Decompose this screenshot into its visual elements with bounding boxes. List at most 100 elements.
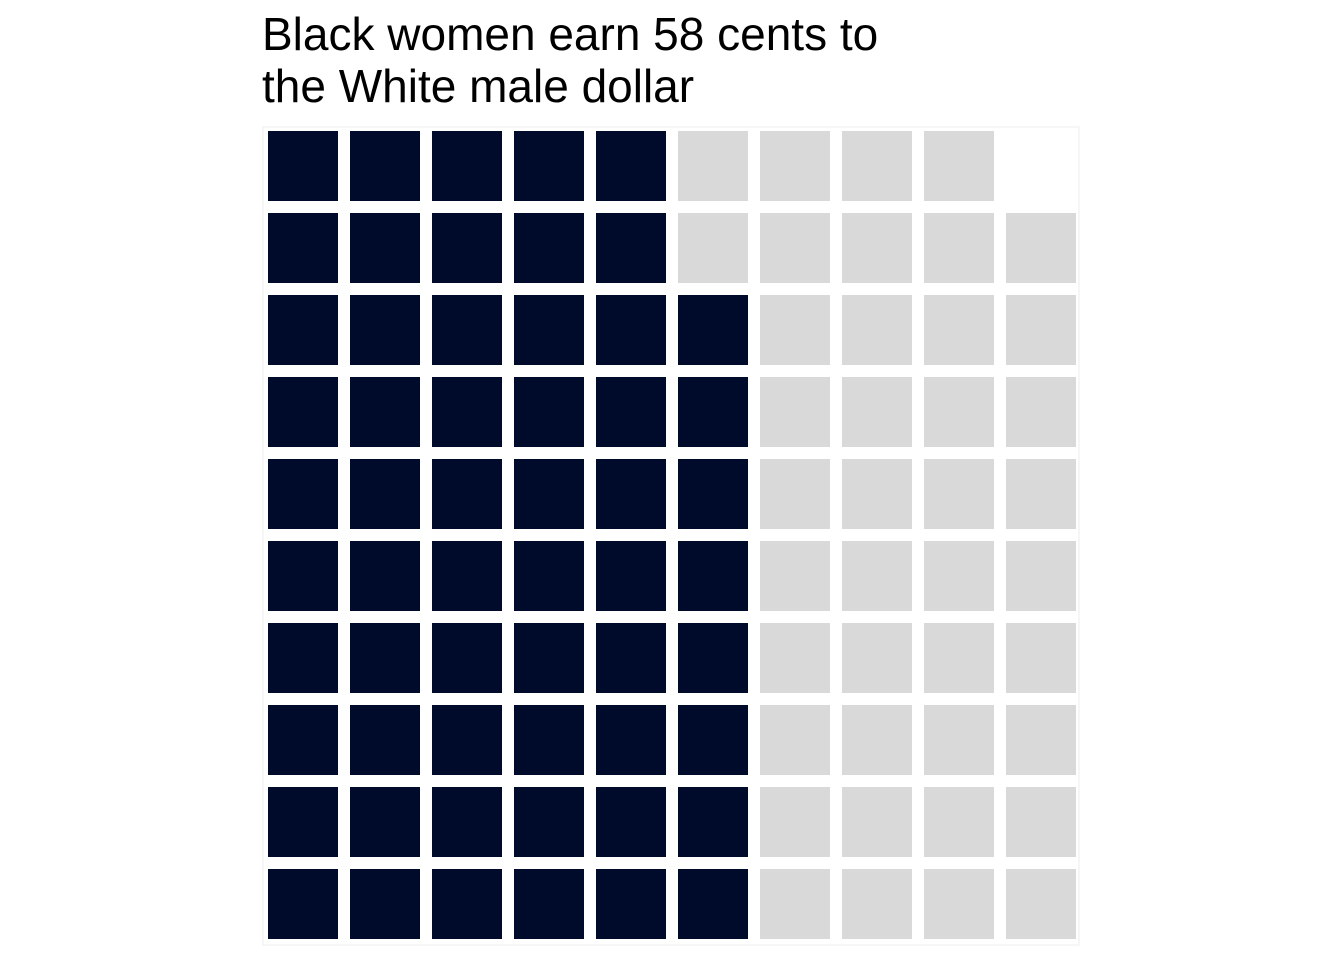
chart-title-line-2: the White male dollar	[262, 60, 695, 112]
waffle-cells	[268, 131, 1076, 939]
waffle-cell-filled	[596, 705, 666, 775]
waffle-cell-filled	[596, 295, 666, 365]
waffle-cell-filled	[268, 377, 338, 447]
waffle-cell-filled	[596, 787, 666, 857]
waffle-cell-empty	[760, 131, 830, 201]
waffle-cell-filled	[514, 787, 584, 857]
waffle-cell-empty	[1006, 869, 1076, 939]
waffle-cell-empty	[760, 623, 830, 693]
waffle-cell-filled	[678, 787, 748, 857]
waffle-cell-filled	[678, 295, 748, 365]
waffle-cell-filled	[432, 541, 502, 611]
waffle-cell-empty	[842, 787, 912, 857]
waffle-cell-filled	[432, 787, 502, 857]
waffle-cell-empty	[924, 787, 994, 857]
waffle-cell-empty	[1006, 705, 1076, 775]
waffle-cell-empty	[760, 705, 830, 775]
waffle-cell-filled	[514, 705, 584, 775]
panel-border	[262, 126, 1080, 946]
waffle-cell-filled	[268, 787, 338, 857]
waffle-cell-empty	[1006, 213, 1076, 283]
waffle-cell-empty	[1006, 459, 1076, 529]
waffle-cell-filled	[514, 623, 584, 693]
waffle-cell-filled	[514, 377, 584, 447]
waffle-cell-empty	[1006, 787, 1076, 857]
waffle-cell-empty	[842, 377, 912, 447]
waffle-cell-empty	[924, 131, 994, 201]
waffle-cell-filled	[514, 459, 584, 529]
waffle-cell-filled	[432, 377, 502, 447]
waffle-cell-empty	[1006, 541, 1076, 611]
waffle-cell-filled	[432, 459, 502, 529]
waffle-cell-filled	[432, 213, 502, 283]
waffle-cell-empty	[760, 377, 830, 447]
waffle-cell-empty	[678, 131, 748, 201]
waffle-cell-filled	[350, 213, 420, 283]
waffle-cell-empty	[924, 705, 994, 775]
waffle-cell-filled	[678, 459, 748, 529]
waffle-cell-filled	[268, 131, 338, 201]
waffle-cell-filled	[350, 295, 420, 365]
waffle-cell-filled	[350, 623, 420, 693]
waffle-cell-empty	[924, 295, 994, 365]
waffle-cell-empty	[842, 869, 912, 939]
waffle-cell-filled	[514, 295, 584, 365]
waffle-cell-empty	[842, 541, 912, 611]
waffle-cell-filled	[678, 623, 748, 693]
waffle-cell-empty	[760, 295, 830, 365]
waffle-cell-filled	[350, 787, 420, 857]
waffle-cell-empty	[924, 623, 994, 693]
waffle-cell-empty	[842, 705, 912, 775]
waffle-cell-empty	[924, 541, 994, 611]
waffle-cell-empty	[760, 787, 830, 857]
waffle-cell-filled	[678, 541, 748, 611]
waffle-cell-empty	[842, 623, 912, 693]
waffle-cell-filled	[268, 869, 338, 939]
waffle-cell-empty	[842, 213, 912, 283]
waffle-cell-filled	[432, 295, 502, 365]
waffle-cell-empty	[760, 459, 830, 529]
waffle-cell-filled	[350, 869, 420, 939]
waffle-cell-filled	[268, 459, 338, 529]
waffle-cell-empty	[924, 869, 994, 939]
waffle-cell-filled	[350, 459, 420, 529]
waffle-cell-filled	[596, 377, 666, 447]
chart-title: Black women earn 58 cents to the White m…	[262, 8, 1022, 112]
chart-title-line-1: Black women earn 58 cents to	[262, 8, 879, 60]
waffle-cell-filled	[514, 541, 584, 611]
waffle-cell-filled	[596, 131, 666, 201]
waffle-cell-filled	[514, 869, 584, 939]
waffle-cell-filled	[678, 705, 748, 775]
waffle-cell-empty	[760, 213, 830, 283]
waffle-cell-filled	[596, 541, 666, 611]
waffle-cell-empty	[842, 459, 912, 529]
waffle-cell-filled	[350, 377, 420, 447]
waffle-cell-filled	[350, 131, 420, 201]
waffle-cell-empty	[1006, 295, 1076, 365]
waffle-cell-filled	[678, 377, 748, 447]
waffle-cell-empty	[760, 869, 830, 939]
waffle-cell-empty	[1006, 377, 1076, 447]
waffle-cell-filled	[268, 623, 338, 693]
waffle-cell-empty	[924, 377, 994, 447]
waffle-cell-empty	[924, 459, 994, 529]
waffle-cell-filled	[596, 459, 666, 529]
waffle-cell-filled	[432, 869, 502, 939]
waffle-cell-filled	[268, 213, 338, 283]
waffle-cell-empty	[842, 295, 912, 365]
waffle-cell-filled	[432, 623, 502, 693]
waffle-cell-filled	[596, 213, 666, 283]
waffle-cell-empty	[842, 131, 912, 201]
waffle-cell-empty	[924, 213, 994, 283]
waffle-cell-filled	[678, 869, 748, 939]
waffle-cell-filled	[596, 623, 666, 693]
waffle-cell-filled	[514, 213, 584, 283]
waffle-cell-filled	[432, 705, 502, 775]
waffle-cell-filled	[350, 705, 420, 775]
waffle-cell-filled	[350, 541, 420, 611]
waffle-cell-filled	[432, 131, 502, 201]
waffle-cell-empty	[760, 541, 830, 611]
waffle-cell-empty	[1006, 623, 1076, 693]
waffle-cell-filled	[268, 295, 338, 365]
waffle-cell-filled	[596, 869, 666, 939]
